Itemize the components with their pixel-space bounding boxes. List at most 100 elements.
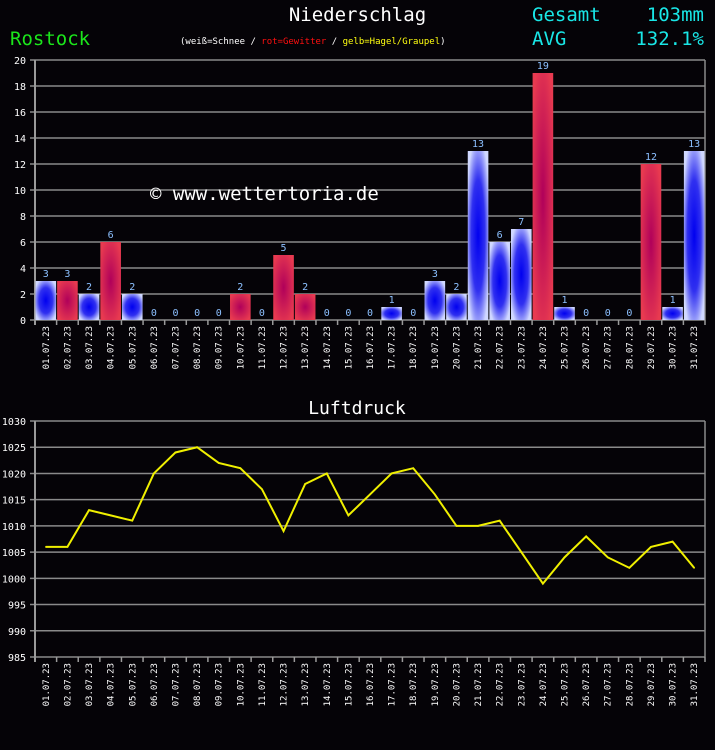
bar-storm: [100, 242, 121, 320]
bar-value-label: 0: [626, 308, 632, 319]
pressure-point: [606, 556, 609, 559]
y-tick-label: 990: [8, 627, 26, 638]
bar-value-label: 2: [86, 282, 92, 293]
x-tick-label: 01.07.23: [42, 326, 52, 369]
x-tick-label: 02.07.23: [63, 663, 73, 706]
bar-value-label: 3: [64, 269, 70, 280]
x-tick-label: 12.07.23: [280, 663, 290, 706]
bar-value-label: 2: [129, 282, 135, 293]
x-tick-label: 22.07.23: [496, 326, 506, 369]
x-tick-label: 05.07.23: [128, 326, 138, 369]
y-tick-label: 18: [14, 82, 26, 93]
bar-storm: [230, 294, 251, 320]
bar-storm: [57, 281, 78, 320]
x-tick-label: 28.07.23: [625, 326, 635, 369]
bar-value-label: 12: [645, 152, 657, 163]
bar-value-label: 0: [324, 308, 330, 319]
bar-rain: [662, 307, 683, 320]
bar-value-label: 0: [151, 308, 157, 319]
x-tick-label: 29.07.23: [647, 663, 657, 706]
bar-rain: [446, 294, 467, 320]
bar-value-label: 1: [389, 295, 395, 306]
x-tick-label: 13.07.23: [301, 663, 311, 706]
bar-rain: [489, 242, 510, 320]
x-tick-label: 26.07.23: [582, 663, 592, 706]
bar-value-label: 0: [410, 308, 416, 319]
pressure-chart-title: Luftdruck: [308, 398, 406, 419]
total-label: Gesamt: [532, 4, 601, 26]
y-tick-label: 1000: [2, 574, 26, 585]
bar-value-label: 0: [216, 308, 222, 319]
legend-storm: rot=Gewitter: [261, 37, 327, 47]
precipitation-bars-overlay: 3 3 2 6 2 0 0 0 0 2 0 5 2 0 0 0 1 0 3 2 13 6 7 19 1 0 0 0 12 1 13: [35, 61, 705, 320]
pressure-point: [693, 567, 695, 569]
x-tick-label: 25.07.23: [561, 663, 571, 706]
x-tick-label: 23.07.23: [517, 326, 527, 369]
bar-value-label: 2: [237, 282, 243, 293]
pressure-point: [88, 509, 90, 511]
y-tick-label: 995: [8, 601, 26, 612]
legend-sep: /: [245, 37, 262, 47]
x-tick-label: 24.07.23: [539, 663, 549, 706]
bar-storm: [640, 164, 662, 320]
pressure-point: [563, 556, 566, 559]
x-tick-label: 17.07.23: [388, 663, 398, 706]
y-tick-label: 12: [14, 160, 26, 171]
bar-rain: [121, 294, 143, 320]
watermark: © www.wettertoria.de: [150, 183, 379, 205]
x-tick-label: 19.07.23: [431, 663, 441, 706]
y-tick-label: 1020: [2, 469, 26, 480]
x-tick-label: 14.07.23: [323, 663, 333, 706]
bar-rain: [78, 294, 100, 320]
x-tick-label: 27.07.23: [604, 663, 614, 706]
pressure-point: [66, 546, 69, 548]
x-tick-label: 22.07.23: [496, 663, 506, 706]
pressure-point: [542, 582, 544, 585]
x-tick-label: 20.07.23: [452, 663, 462, 706]
x-tick-label: 06.07.23: [150, 326, 160, 369]
avg-value: 132.1%: [635, 28, 704, 50]
x-tick-label: 24.07.23: [539, 326, 549, 369]
bar-value-label: 0: [194, 308, 200, 319]
y-tick-label: 1015: [2, 496, 26, 507]
pressure-point: [671, 540, 674, 543]
bar-rain: [424, 281, 446, 320]
x-tick-label: 08.07.23: [193, 326, 203, 369]
bar-value-label: 5: [281, 243, 287, 254]
bar-value-label: 0: [345, 308, 351, 319]
x-tick-label: 31.07.23: [690, 663, 700, 706]
x-tick-label: 11.07.23: [258, 326, 268, 369]
x-tick-label: 29.07.23: [647, 326, 657, 369]
x-tick-label: 04.07.23: [107, 663, 117, 706]
bar-value-label: 13: [472, 139, 484, 150]
bar-value-label: 0: [259, 308, 265, 319]
x-tick-label: 18.07.23: [409, 663, 419, 706]
legend-sep: /: [326, 37, 343, 47]
legend-paren-open: (: [180, 37, 186, 47]
x-tick-label: 11.07.23: [258, 663, 268, 706]
x-tick-label: 27.07.23: [604, 326, 614, 369]
pressure-point: [196, 446, 198, 449]
x-tick-label: 16.07.23: [366, 326, 376, 369]
pressure-point: [109, 514, 112, 517]
y-tick-label: 16: [14, 108, 26, 119]
pressure-point: [325, 472, 328, 475]
pressure-point: [131, 519, 134, 522]
pressure-point: [650, 546, 652, 548]
x-tick-label: 04.07.23: [107, 326, 117, 369]
total-value: 103mm: [646, 4, 704, 26]
pressure-point: [390, 472, 393, 475]
x-tick-label: 01.07.23: [42, 663, 52, 706]
pressure-chart: 985 990 995 1000 1005 1010 1015 1020 1025 1030 01.…: [2, 417, 706, 706]
x-tick-label: 16.07.23: [366, 663, 376, 706]
bar-rain: [510, 229, 532, 320]
x-tick-label: 15.07.23: [344, 326, 354, 369]
bar-value-label: 2: [302, 282, 308, 293]
y-tick-label: 6: [20, 238, 26, 249]
pressure-point: [369, 493, 371, 496]
pressure-point: [153, 472, 155, 475]
bar-value-label: 19: [537, 61, 549, 72]
x-tick-label: 09.07.23: [215, 663, 225, 706]
x-tick-label: 26.07.23: [582, 326, 592, 369]
